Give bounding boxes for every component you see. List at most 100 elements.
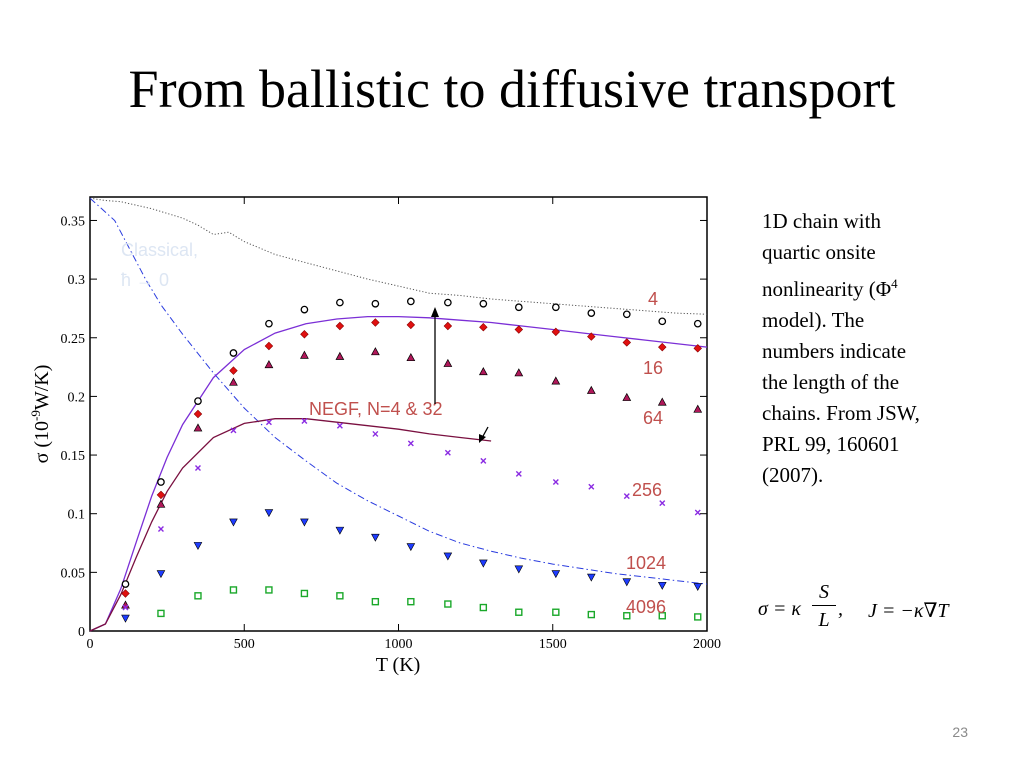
fraction-s-over-l: S L xyxy=(812,580,836,632)
data-point-n4 xyxy=(300,305,309,314)
data-point-n1024 xyxy=(693,583,703,592)
data-point-n16 xyxy=(551,327,561,337)
data-point-n4 xyxy=(229,349,238,357)
x-axis-title: T (K) xyxy=(376,654,421,676)
data-point-n16 xyxy=(587,332,596,341)
data-point-n64 xyxy=(370,347,380,356)
y-tick-label: 0.2 xyxy=(68,390,86,405)
conductance-formula: σ = κ S L , J = −κ∇T xyxy=(758,580,949,632)
data-point-n16 xyxy=(371,318,380,327)
data-point-n1024 xyxy=(229,518,238,527)
negf-arrow-down-head xyxy=(479,434,486,443)
data-point-n16 xyxy=(622,338,632,347)
data-point-n64 xyxy=(335,351,345,360)
data-point-n4 xyxy=(121,580,130,588)
data-point-n4 xyxy=(587,309,596,317)
data-point-n256 xyxy=(659,500,666,507)
curve-classical xyxy=(89,197,708,315)
y-tick-label: 0.3 xyxy=(68,273,86,288)
data-point-n1024 xyxy=(443,552,453,561)
data-point-n4 xyxy=(194,397,202,405)
data-point-n4096 xyxy=(371,597,380,606)
data-point-n4096 xyxy=(336,592,344,600)
curve-negf-n32 xyxy=(89,418,492,632)
data-point-n256 xyxy=(230,427,237,434)
data-point-n64 xyxy=(551,376,561,385)
data-point-n4096 xyxy=(479,603,488,612)
classical-annotation-line1: Classical, xyxy=(121,240,198,260)
data-point-n1024 xyxy=(335,526,345,535)
data-point-n1024 xyxy=(622,578,632,587)
data-point-n4096 xyxy=(407,597,415,606)
data-point-n64 xyxy=(156,499,166,508)
data-point-n1024 xyxy=(514,565,524,574)
negf-arrow-up-head xyxy=(431,307,439,317)
data-point-n1024 xyxy=(406,543,416,552)
data-point-n256 xyxy=(122,604,129,611)
data-point-n16 xyxy=(229,366,238,375)
series-label-1024: 1024 xyxy=(626,553,666,573)
data-point-n16 xyxy=(156,490,166,500)
data-point-n4 xyxy=(551,303,560,312)
data-point-n1024 xyxy=(551,570,561,579)
y-tick-label: 0.1 xyxy=(68,508,86,523)
data-point-n4 xyxy=(444,298,452,307)
data-point-n4 xyxy=(622,310,631,319)
data-point-n1024 xyxy=(156,570,166,579)
data-point-n64 xyxy=(622,392,632,401)
data-point-n4096 xyxy=(444,600,452,608)
data-point-n4096 xyxy=(194,592,202,600)
data-point-n16 xyxy=(479,322,488,332)
slide-title: From ballistic to diffusive transport xyxy=(128,59,896,119)
data-point-n256 xyxy=(301,418,308,425)
data-point-n4096 xyxy=(300,589,309,598)
data-point-n256 xyxy=(265,419,272,426)
series-label-256: 256 xyxy=(632,480,662,500)
data-point-n16 xyxy=(693,344,702,353)
data-point-n64 xyxy=(443,358,453,367)
data-point-n64 xyxy=(193,423,203,432)
y-tick-label: 0.35 xyxy=(61,214,86,229)
data-point-n256 xyxy=(588,483,595,490)
data-point-n256 xyxy=(372,430,379,437)
x-tick-label: 1500 xyxy=(539,637,567,652)
data-point-n256 xyxy=(480,457,487,464)
y-tick-label: 0.05 xyxy=(61,566,86,581)
x-tick-label: 1000 xyxy=(385,637,413,652)
data-point-n1024 xyxy=(121,614,130,623)
data-point-n4 xyxy=(406,297,415,306)
data-point-n4 xyxy=(157,478,165,486)
data-point-n256 xyxy=(444,449,451,456)
series-label-64: 64 xyxy=(643,408,663,428)
data-point-n256 xyxy=(552,479,559,486)
data-point-n4096 xyxy=(623,612,631,620)
data-point-n16 xyxy=(406,320,416,330)
data-point-n16 xyxy=(658,342,667,352)
data-point-n1024 xyxy=(371,533,380,542)
data-point-n256 xyxy=(407,440,414,447)
x-tick-label: 2000 xyxy=(693,637,721,652)
data-point-n4 xyxy=(371,299,380,308)
series-label-16: 16 xyxy=(643,358,663,378)
data-point-n1024 xyxy=(657,581,667,590)
page-number: 23 xyxy=(952,724,968,740)
data-point-n4096 xyxy=(658,612,666,620)
data-point-n64 xyxy=(514,368,524,377)
data-point-n256 xyxy=(694,509,701,516)
series-label-4: 4 xyxy=(648,289,658,309)
data-point-n64 xyxy=(693,404,703,413)
data-point-n1024 xyxy=(587,573,596,582)
data-point-n64 xyxy=(657,397,667,406)
data-point-n256 xyxy=(336,422,343,429)
data-point-n16 xyxy=(300,330,309,339)
data-point-n4 xyxy=(265,319,273,328)
data-point-n4 xyxy=(514,303,523,312)
data-point-n4 xyxy=(693,319,702,328)
data-point-n16 xyxy=(335,321,345,331)
data-point-n64 xyxy=(229,377,238,386)
classical-annotation-line2: ħ → 0 xyxy=(121,270,169,290)
x-tick-label: 500 xyxy=(234,637,255,652)
curve-negf-n4 xyxy=(89,315,708,632)
data-point-n16 xyxy=(264,341,274,351)
